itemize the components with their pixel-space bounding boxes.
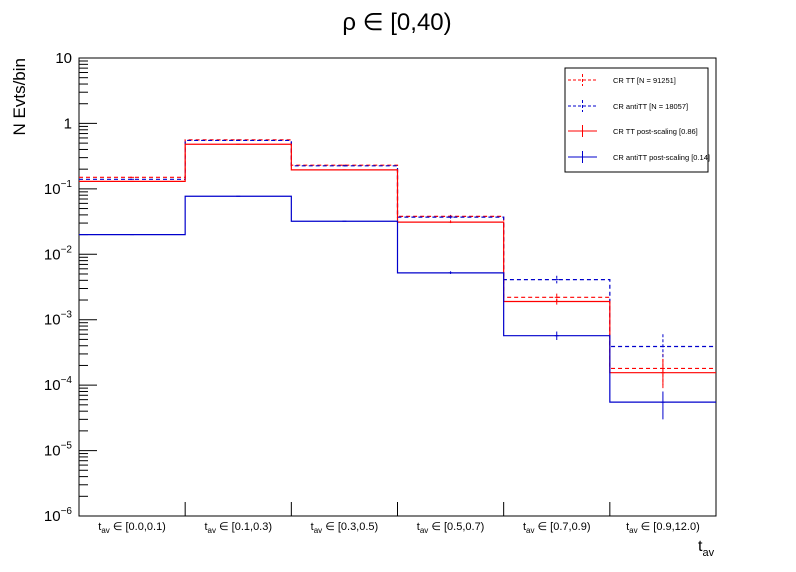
histogram-line — [79, 195, 716, 403]
y-tick-label: 1 — [64, 115, 72, 132]
x-tick-label: tav ∈ [0.0,0.1) — [98, 521, 166, 535]
x-tick-label-prefix: t — [626, 521, 629, 533]
y-tick-label-base: 10 — [44, 377, 61, 394]
y-tick-label: 10−5 — [44, 441, 73, 460]
chart-title: ρ ∈ [0,40) — [342, 9, 451, 36]
legend-box — [564, 67, 709, 173]
x-tick-label-range: ∈ [0.7,0.9) — [534, 521, 590, 533]
legend-label: CR TT [N = 91251] — [613, 76, 676, 85]
y-tick-label-exponent: −4 — [61, 375, 73, 386]
legend-label: CR antiTT post-scaling [0.14] — [613, 153, 710, 162]
x-tick-label-range: ∈ [0.3,0.5) — [322, 521, 378, 533]
x-axis-label-sub: av — [702, 547, 714, 559]
x-tick-label: tav ∈ [0.3,0.5) — [311, 521, 379, 535]
legend: CR TT [N = 91251] CR antiTT [N = 18057] CR… — [564, 67, 710, 173]
x-tick-label-sub: av — [629, 526, 637, 535]
y-tick-label: 10−4 — [44, 375, 73, 394]
x-tick-label-range: ∈ [0.9,12.0) — [638, 521, 700, 533]
y-tick-label-base: 10 — [44, 443, 61, 460]
y-tick-label: 10−6 — [44, 506, 73, 525]
y-tick-label-base: 10 — [55, 50, 72, 67]
y-tick-label: 10−2 — [44, 244, 73, 263]
x-tick-label: tav ∈ [0.9,12.0) — [626, 521, 700, 535]
series-4 — [79, 195, 716, 420]
x-tick-label-prefix: t — [311, 521, 314, 533]
y-tick-label-base: 10 — [44, 312, 61, 329]
x-tick-label: tav ∈ [0.5,0.7) — [417, 521, 485, 535]
x-tick-label-prefix: t — [417, 521, 420, 533]
legend-label: CR TT post-scaling [0.86] — [613, 127, 698, 136]
x-tick-label-range: ∈ [0.1,0.3) — [216, 521, 272, 533]
x-tick-label-sub: av — [420, 526, 428, 535]
histogram-line — [79, 143, 716, 374]
x-tick-label: tav ∈ [0.1,0.3) — [204, 521, 272, 535]
y-tick-label-exponent: −5 — [61, 441, 73, 452]
y-tick-label-base: 10 — [44, 246, 61, 263]
x-tick-label-sub: av — [101, 526, 109, 535]
x-axis-ticks: tav ∈ [0.0,0.1) tav ∈ [0.1,0.3) tav ∈ [0.3… — [98, 502, 700, 535]
y-tick-label-exponent: −1 — [61, 179, 73, 190]
y-tick-label-base: 1 — [64, 115, 72, 132]
y-tick-label-base: 10 — [44, 508, 61, 525]
x-tick-label-sub: av — [526, 526, 534, 535]
y-tick-label-exponent: −2 — [61, 244, 73, 255]
x-axis-label-main: t — [698, 538, 703, 555]
x-tick-label: tav ∈ [0.7,0.9) — [523, 521, 591, 535]
x-tick-label-prefix: t — [523, 521, 526, 533]
y-tick-label: 10−3 — [44, 310, 73, 329]
x-axis-label: tav — [698, 538, 715, 559]
x-tick-label-prefix: t — [98, 521, 101, 533]
x-tick-label-sub: av — [208, 526, 216, 535]
y-tick-label: 10 — [55, 50, 72, 67]
x-tick-label-sub: av — [314, 526, 322, 535]
x-tick-label-range: ∈ [0.0,0.1) — [110, 521, 166, 533]
y-tick-label-base: 10 — [44, 181, 61, 198]
series-3 — [79, 143, 716, 389]
legend-label: CR antiTT [N = 18057] — [613, 102, 688, 111]
series-group — [79, 139, 716, 420]
y-tick-label: 10−1 — [44, 179, 73, 198]
y-axis-label: N Evts/bin — [10, 58, 29, 135]
x-tick-label-range: ∈ [0.5,0.7) — [428, 521, 484, 533]
y-tick-label-exponent: −6 — [61, 506, 73, 517]
y-tick-label-exponent: −3 — [61, 310, 73, 321]
x-tick-label-prefix: t — [204, 521, 207, 533]
